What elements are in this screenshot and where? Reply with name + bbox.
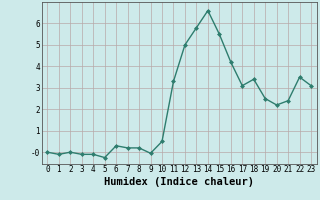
X-axis label: Humidex (Indice chaleur): Humidex (Indice chaleur) [104,177,254,187]
